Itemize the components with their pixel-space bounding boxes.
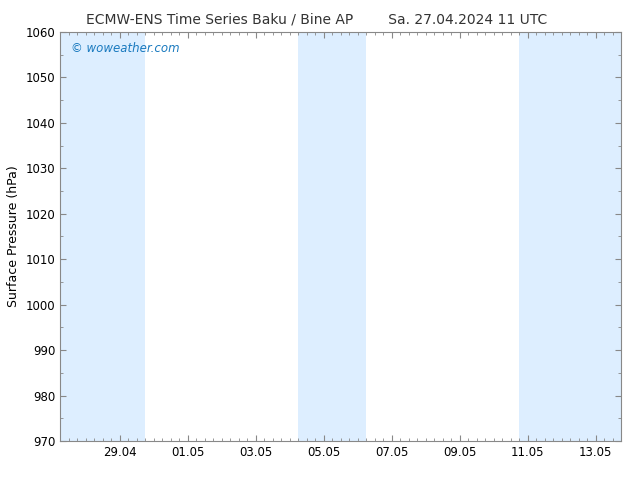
Y-axis label: Surface Pressure (hPa): Surface Pressure (hPa) <box>7 166 20 307</box>
Text: © woweather.com: © woweather.com <box>72 42 180 55</box>
Bar <box>60 32 145 441</box>
Bar <box>519 32 621 441</box>
Text: ECMW-ENS Time Series Baku / Bine AP        Sa. 27.04.2024 11 UTC: ECMW-ENS Time Series Baku / Bine AP Sa. … <box>86 12 548 26</box>
Bar <box>298 32 366 441</box>
